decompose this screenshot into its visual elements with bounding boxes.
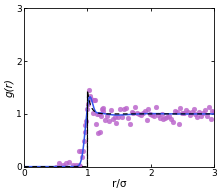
Point [57, 161, 61, 165]
Point [173, 110, 176, 113]
Point [101, 107, 105, 110]
Point [96, 131, 100, 134]
Point [75, 165, 78, 168]
Point [83, 124, 87, 127]
Point [84, 119, 88, 122]
Point [186, 110, 190, 113]
Point [152, 115, 156, 118]
Point [184, 109, 188, 112]
Point [101, 109, 105, 113]
Point [188, 114, 192, 117]
Y-axis label: g(r): g(r) [5, 78, 15, 97]
Point [76, 165, 79, 168]
Point [160, 112, 163, 115]
Point [149, 112, 152, 115]
Point [182, 112, 186, 115]
Point [115, 121, 118, 125]
Point [105, 114, 109, 117]
Point [132, 112, 135, 115]
Point [113, 116, 116, 119]
Point [192, 107, 195, 110]
Point [194, 113, 197, 116]
Point [151, 113, 154, 117]
Point [103, 119, 107, 122]
Point [99, 115, 103, 118]
Point [77, 149, 80, 152]
Point [97, 113, 101, 116]
Point [179, 107, 182, 110]
Point [196, 115, 199, 118]
Point [109, 108, 113, 111]
Point [180, 111, 184, 114]
Point [141, 112, 145, 115]
Point [167, 114, 171, 117]
Point [126, 117, 130, 120]
Point [92, 99, 95, 102]
Point [83, 130, 87, 133]
Point [175, 110, 178, 113]
Point [122, 107, 126, 111]
Point [199, 114, 203, 118]
Point [154, 106, 158, 109]
Point [91, 111, 94, 114]
Point [156, 113, 160, 116]
Point [197, 111, 201, 114]
Point [86, 103, 90, 106]
Point [169, 117, 173, 120]
Point [177, 122, 180, 126]
Point [119, 107, 122, 111]
Point [117, 116, 120, 119]
Point [107, 119, 111, 122]
Point [201, 112, 205, 115]
X-axis label: r/σ: r/σ [112, 179, 126, 189]
Point [80, 155, 84, 158]
Point [158, 116, 162, 120]
Point [205, 114, 208, 117]
Point [82, 140, 86, 143]
Point [85, 107, 89, 111]
Point [203, 108, 207, 111]
Point [93, 99, 96, 102]
Point [95, 113, 99, 116]
Point [171, 120, 175, 124]
Point [162, 117, 165, 120]
Point [133, 106, 137, 109]
Point [101, 108, 104, 111]
Point [90, 97, 93, 100]
Point [135, 112, 139, 115]
Point [71, 163, 74, 166]
Point [64, 162, 68, 165]
Point [87, 88, 91, 92]
Point [81, 150, 85, 153]
Point [98, 131, 102, 134]
Point [78, 163, 81, 166]
Point [79, 149, 83, 152]
Point [54, 165, 57, 168]
Point [212, 110, 216, 113]
Point [67, 160, 71, 163]
Point [74, 163, 78, 166]
Point [209, 117, 212, 120]
Point [190, 110, 194, 113]
Point [61, 164, 64, 167]
Point [120, 115, 124, 118]
Point [94, 122, 97, 126]
Point [139, 113, 143, 117]
Point [137, 112, 141, 115]
Point [147, 107, 150, 111]
Point [124, 106, 128, 109]
Point [130, 110, 133, 113]
Point [79, 165, 82, 168]
Point [145, 118, 148, 121]
Point [111, 118, 115, 121]
Point [207, 105, 210, 108]
Point [89, 95, 92, 98]
Point [143, 109, 147, 112]
Point [164, 117, 167, 120]
Point [128, 122, 131, 125]
Point [211, 109, 214, 113]
Point [165, 115, 169, 119]
